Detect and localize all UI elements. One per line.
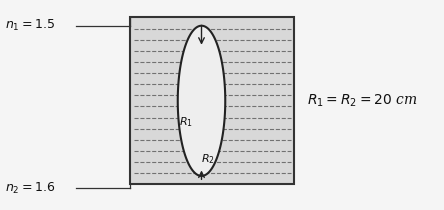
Text: $R_2$: $R_2$ — [201, 152, 215, 166]
Text: $n_2 = 1.6$: $n_2 = 1.6$ — [5, 181, 55, 196]
Text: $R_1 = R_2 = 20$ cm: $R_1 = R_2 = 20$ cm — [307, 93, 418, 109]
Text: $R_1$: $R_1$ — [179, 115, 194, 129]
Text: $n_1 = 1.5$: $n_1 = 1.5$ — [5, 18, 55, 33]
Bar — [130, 17, 294, 184]
Polygon shape — [178, 26, 225, 176]
